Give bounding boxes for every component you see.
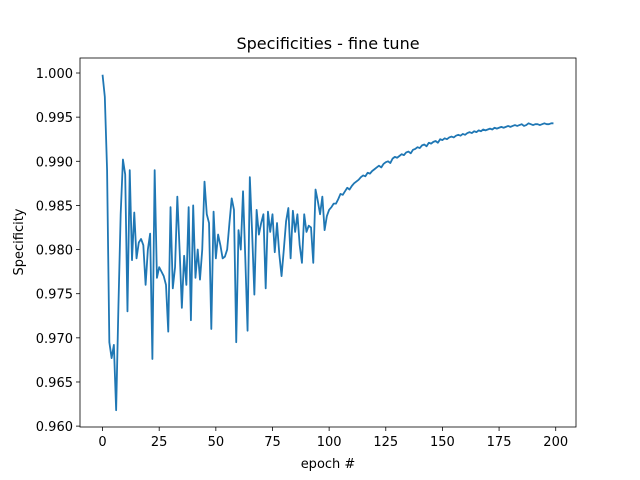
x-tick-label: 75 (264, 435, 281, 450)
y-tick-label: 0.995 (36, 111, 73, 126)
x-tick-label: 100 (317, 435, 342, 450)
y-tick-label: 0.975 (36, 288, 73, 303)
x-tick-label: 50 (208, 435, 225, 450)
y-tick-label: 0.990 (36, 155, 73, 170)
y-tick-label: 0.960 (36, 420, 73, 435)
x-tick-label: 150 (430, 435, 455, 450)
y-tick-label: 0.980 (36, 244, 73, 259)
y-tick-label: 0.970 (36, 332, 73, 347)
x-tick-label: 0 (98, 435, 106, 450)
x-tick-label: 175 (487, 435, 512, 450)
y-tick-label: 0.965 (36, 376, 73, 391)
x-tick-label: 25 (151, 435, 168, 450)
x-axis-label: epoch # (301, 457, 356, 472)
y-tick-label: 1.000 (36, 67, 73, 82)
line (101, 74, 554, 412)
x-tick-label: 200 (543, 435, 568, 450)
plot-frame (79, 57, 577, 428)
x-tick-label: 125 (373, 435, 398, 450)
y-axis-label: Specificity (12, 208, 27, 275)
y-tick-label: 0.985 (36, 199, 73, 214)
chart-title: Specificities - fine tune (236, 34, 419, 53)
